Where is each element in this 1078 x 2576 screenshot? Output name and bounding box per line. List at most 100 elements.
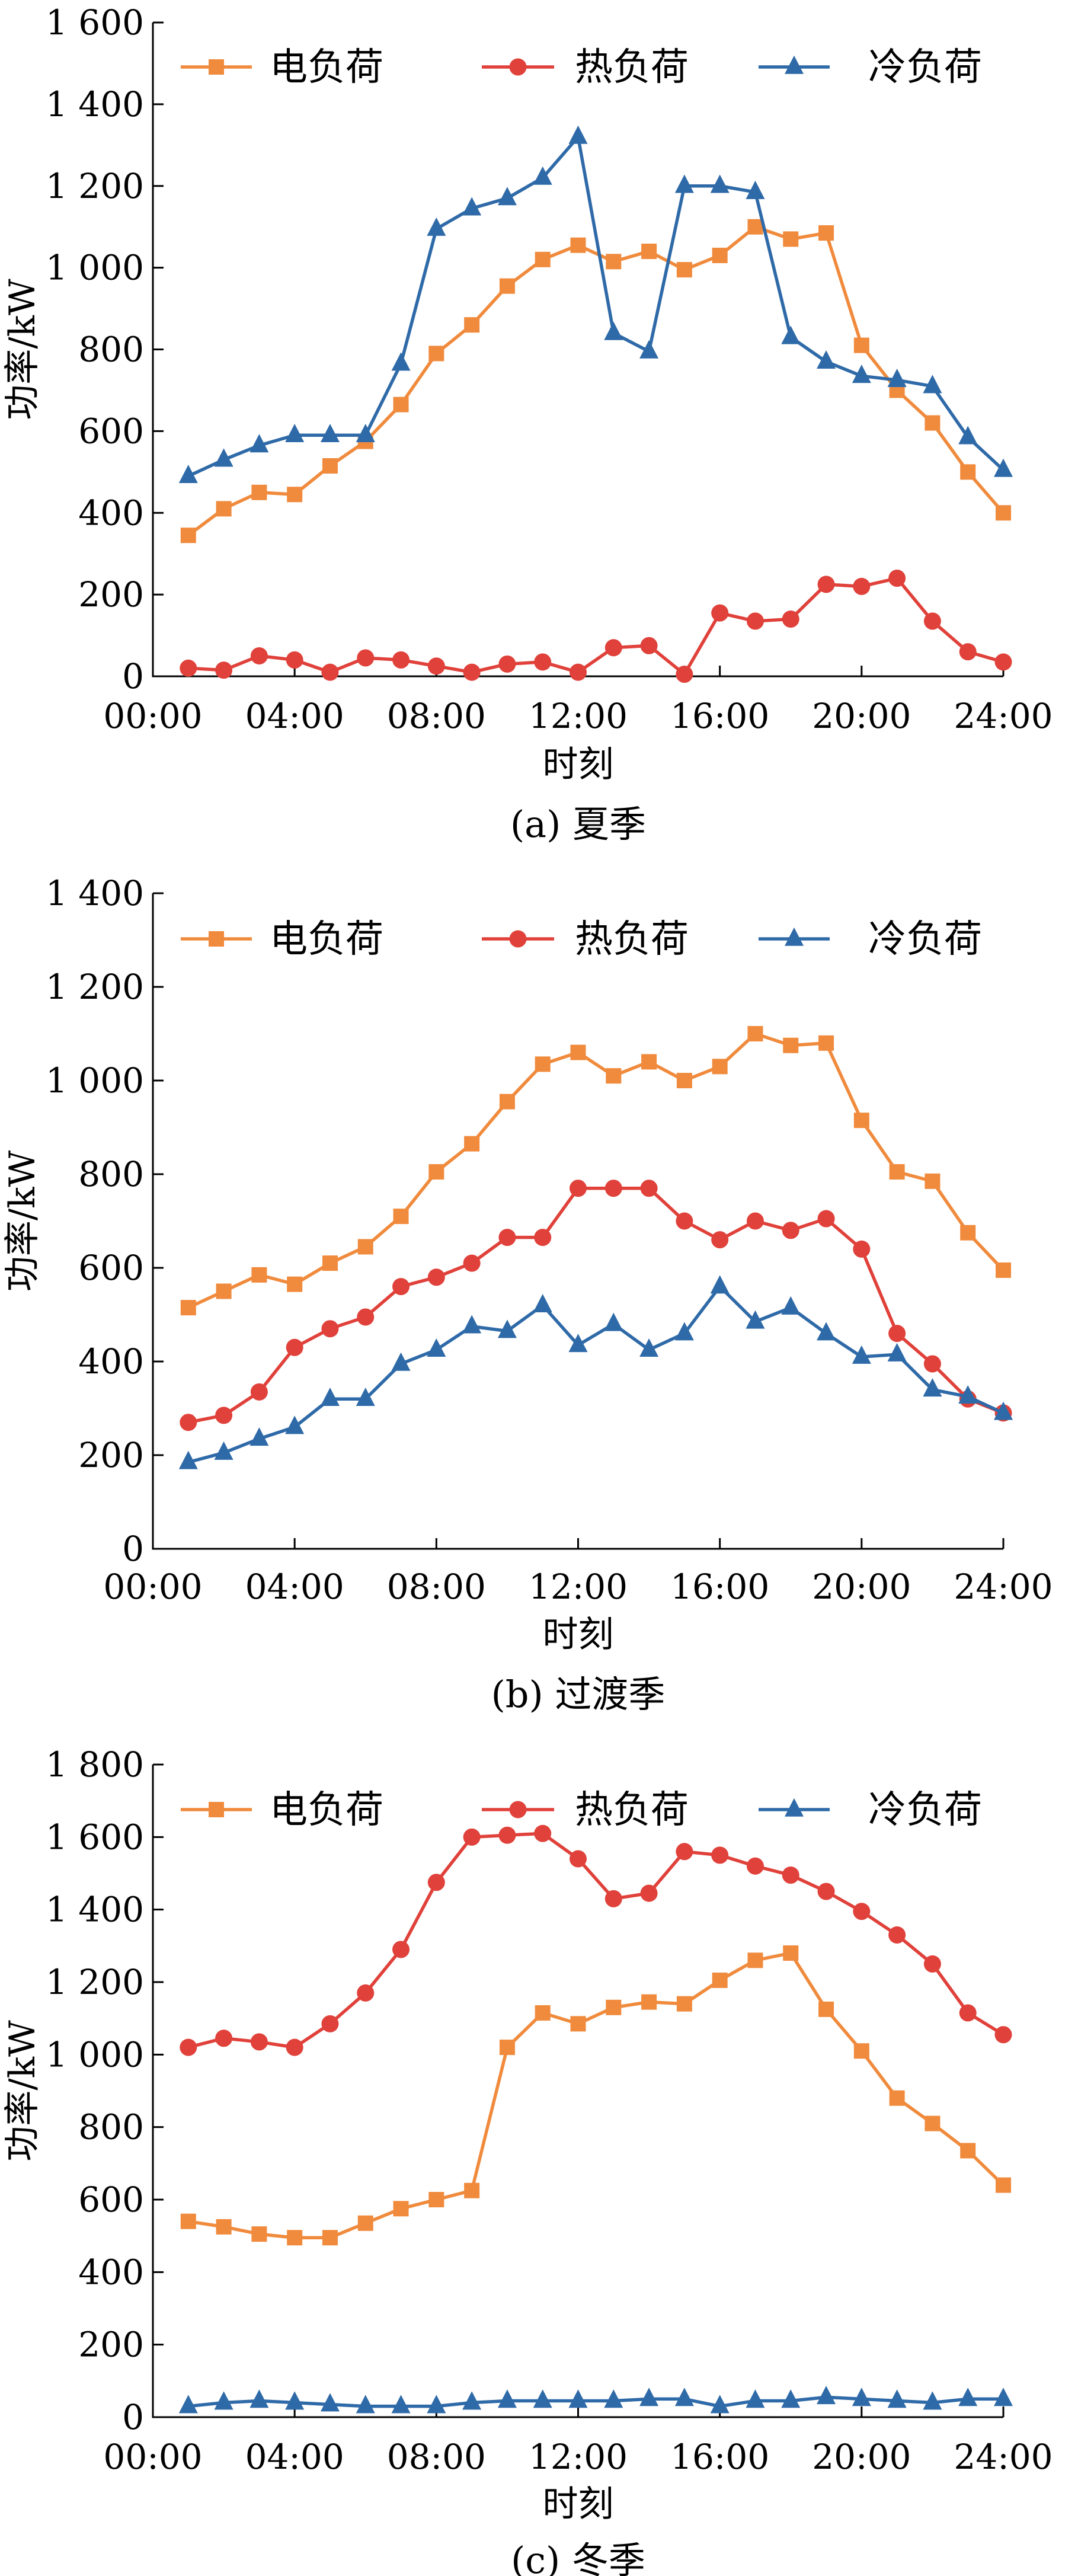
data-point-square (641, 244, 657, 260)
data-point-square (464, 317, 480, 333)
x-tick-label: 24:00 (954, 2437, 1053, 2477)
data-point-circle (392, 1278, 410, 1296)
data-point-square (818, 225, 834, 241)
data-point-triangle (923, 1378, 942, 1397)
data-point-triangle (320, 2393, 340, 2412)
data-point-square (783, 1945, 799, 1961)
y-axis-label: 功率/kW (2, 1150, 43, 1292)
data-point-circle (923, 1355, 941, 1373)
data-point-triangle (781, 1296, 801, 1315)
data-point-circle (180, 659, 197, 677)
data-point-square (428, 2192, 444, 2207)
x-tick-label: 20:00 (812, 2437, 911, 2477)
data-point-circle (782, 1222, 799, 1239)
data-point-triangle (285, 1415, 305, 1434)
x-axis-label: 时刻 (543, 2484, 614, 2525)
legend-marker-square (209, 1802, 224, 1817)
data-point-square (357, 1239, 373, 1255)
data-point-square (216, 1283, 232, 1299)
legend-marker-triangle (785, 55, 804, 74)
y-tick-label: 0 (122, 2397, 144, 2437)
data-point-square (676, 262, 692, 278)
data-point-square (251, 484, 267, 500)
data-point-triangle (958, 426, 978, 445)
data-point-circle (180, 2038, 197, 2056)
data-point-triangle (994, 458, 1013, 477)
data-point-square (783, 231, 799, 247)
data-point-square (251, 1267, 267, 1283)
data-point-circle (923, 1955, 941, 1973)
data-point-circle (534, 1229, 552, 1247)
data-point-triangle (674, 1322, 694, 1341)
data-point-square (676, 1073, 692, 1088)
data-point-square (747, 1952, 763, 1968)
data-point-circle (782, 1867, 799, 1884)
y-tick-label: 1 000 (46, 248, 144, 288)
y-tick-label: 200 (78, 574, 144, 615)
data-point-circle (782, 610, 799, 628)
chart-panel-2: 0 200 400 600 800 1 000 1 200 1 400 00:00 04:00 08… (2, 873, 1053, 1716)
data-point-square (251, 2226, 267, 2242)
data-point-triangle (746, 180, 765, 199)
x-tick-label: 16:00 (670, 2437, 769, 2477)
data-point-triangle (674, 2388, 694, 2406)
data-point-square (641, 1994, 657, 2010)
x-tick-label: 08:00 (387, 696, 486, 736)
y-tick-label: 600 (78, 1248, 144, 1288)
data-point-square (570, 1044, 586, 1060)
data-point-circle (853, 1240, 871, 1258)
data-point-circle (994, 653, 1012, 671)
data-point-square (287, 1276, 303, 1292)
data-point-circle (604, 1890, 622, 1907)
x-tick-label: 04:00 (245, 2437, 344, 2477)
data-point-circle (498, 655, 516, 673)
data-point-circle (604, 1180, 622, 1197)
x-tick-label: 00:00 (103, 2437, 202, 2477)
y-axis-label: 功率/kW (2, 2020, 43, 2162)
data-point-square (853, 337, 869, 353)
data-point-triangle (214, 2391, 233, 2410)
data-point-circle (746, 1857, 764, 1875)
legend-marker-square (209, 931, 224, 947)
data-point-circle (463, 1828, 481, 1846)
series-line-0 (187, 1032, 1005, 1309)
data-point-square (535, 251, 551, 267)
data-point-triangle (320, 424, 340, 443)
y-tick-label: 1 200 (46, 166, 144, 206)
series-line-1 (188, 1186, 1005, 1424)
data-point-triangle (817, 350, 836, 369)
data-point-circle (321, 663, 339, 681)
data-point-circle (215, 1407, 233, 1424)
data-point-square (499, 2040, 515, 2056)
y-tick-label: 800 (78, 1154, 144, 1194)
data-point-square (499, 278, 515, 294)
data-point-circle (711, 1231, 729, 1249)
data-point-triangle (887, 2389, 907, 2408)
y-tick-label: 1 400 (46, 873, 144, 913)
data-point-square (570, 2016, 586, 2032)
data-point-triangle (710, 2395, 730, 2414)
data-point-circle (321, 1320, 339, 1338)
data-point-triangle (462, 2391, 482, 2410)
data-point-triangle (852, 1345, 871, 1364)
data-point-triangle (817, 1322, 836, 1341)
panel-caption: (a) 夏季 (510, 803, 646, 846)
data-point-triangle (923, 2391, 942, 2410)
x-tick-label: 20:00 (812, 1567, 911, 1607)
data-point-square (357, 2215, 373, 2231)
data-point-circle (250, 2033, 268, 2051)
data-point-square (641, 1054, 657, 1070)
data-point-triangle (391, 1352, 411, 1371)
data-point-circle (853, 577, 871, 595)
y-tick-label: 400 (78, 493, 144, 533)
data-point-circle (463, 1254, 481, 1272)
data-point-circle (215, 2030, 233, 2047)
y-tick-label: 0 (122, 656, 144, 696)
data-point-triangle (639, 1338, 659, 1357)
data-point-triangle (391, 2395, 411, 2414)
data-point-circle (498, 1229, 516, 1247)
data-point-circle (427, 1268, 445, 1286)
data-point-square (464, 1136, 480, 1152)
data-point-circle (888, 1325, 906, 1343)
